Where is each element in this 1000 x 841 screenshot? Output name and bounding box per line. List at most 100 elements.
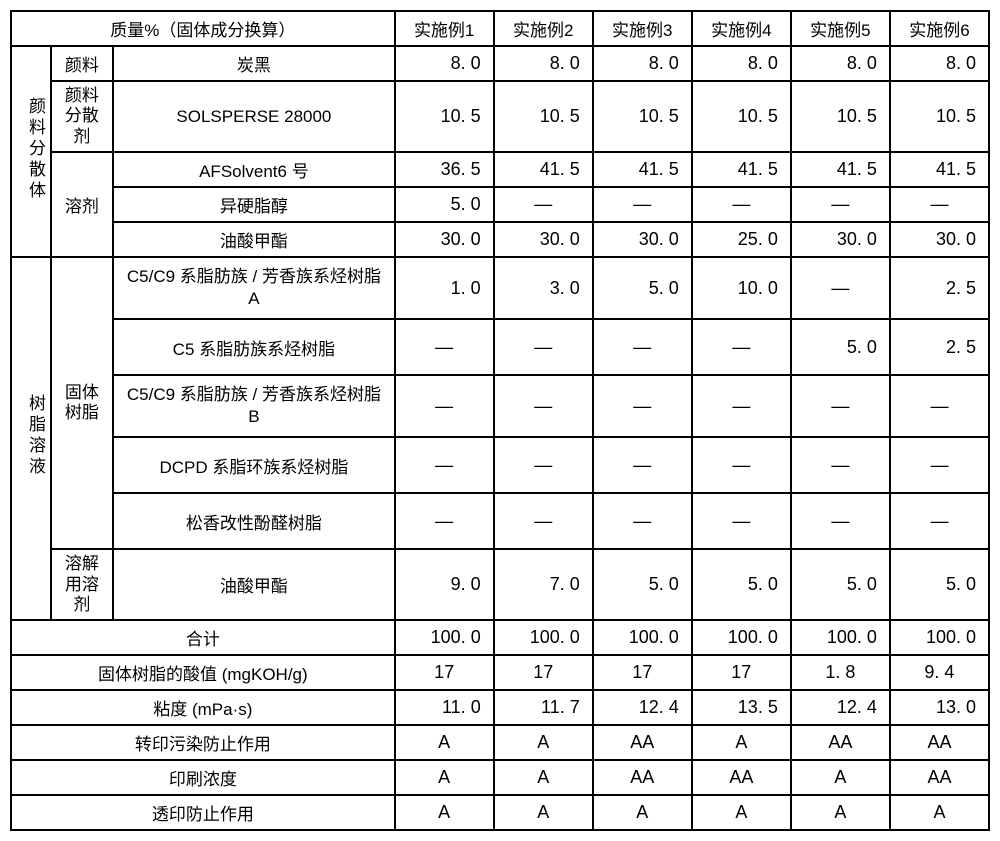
cell: 17 <box>494 655 593 690</box>
cell: 2. 5 <box>890 319 989 375</box>
cell: 8. 0 <box>692 46 791 81</box>
footer-row-density: 印刷浓度 A A AA AA A AA <box>11 760 989 795</box>
cell: 10. 5 <box>791 81 890 152</box>
subgroup-dispersant: 颜料分散剂 <box>51 81 114 152</box>
col-header: 实施例1 <box>395 11 494 46</box>
subgroup-solid-resin: 固体树脂 <box>51 257 114 549</box>
cell: 5. 0 <box>593 257 692 319</box>
cell: — <box>494 319 593 375</box>
footer-label: 透印防止作用 <box>11 795 395 830</box>
row-label: C5/C9 系脂肪族 / 芳香族系烃树脂 B <box>113 375 395 437</box>
footer-row-strike: 透印防止作用 A A A A A A <box>11 795 989 830</box>
cell: 100. 0 <box>593 620 692 655</box>
row-label: AFSolvent6 号 <box>113 152 395 187</box>
cell: 100. 0 <box>395 620 494 655</box>
cell: 12. 4 <box>791 690 890 725</box>
cell: 41. 5 <box>890 152 989 187</box>
row-label: SOLSPERSE 28000 <box>113 81 395 152</box>
table-row: 异硬脂醇 5. 0 — — — — — <box>11 187 989 222</box>
cell: — <box>890 437 989 493</box>
cell: A <box>395 760 494 795</box>
cell: — <box>791 437 890 493</box>
cell: — <box>395 493 494 549</box>
cell: A <box>494 760 593 795</box>
cell: — <box>593 375 692 437</box>
cell: — <box>791 187 890 222</box>
table-row: 松香改性酚醛树脂 — — — — — — <box>11 493 989 549</box>
cell: 8. 0 <box>494 46 593 81</box>
cell: — <box>791 375 890 437</box>
cell: A <box>395 725 494 760</box>
cell: 8. 0 <box>791 46 890 81</box>
col-header: 实施例2 <box>494 11 593 46</box>
cell: A <box>890 795 989 830</box>
cell: 5. 0 <box>692 549 791 620</box>
cell: — <box>791 257 890 319</box>
composition-table: 质量%（固体成分换算） 实施例1 实施例2 实施例3 实施例4 实施例5 实施例… <box>10 10 990 831</box>
cell: — <box>791 493 890 549</box>
cell: 41. 5 <box>494 152 593 187</box>
cell: — <box>890 493 989 549</box>
cell: 30. 0 <box>791 222 890 257</box>
group-pigment-dispersion: 颜料分散体 <box>11 46 51 257</box>
cell: — <box>593 319 692 375</box>
cell: 30. 0 <box>494 222 593 257</box>
cell: 1. 0 <box>395 257 494 319</box>
cell: 5. 0 <box>593 549 692 620</box>
cell: 30. 0 <box>395 222 494 257</box>
cell: A <box>791 795 890 830</box>
cell: 5. 0 <box>791 549 890 620</box>
cell: — <box>890 375 989 437</box>
cell: — <box>395 437 494 493</box>
subgroup-dissolve-solvent: 溶解用溶剂 <box>51 549 114 620</box>
row-label: 油酸甲酯 <box>113 549 395 620</box>
cell: — <box>692 493 791 549</box>
cell: 41. 5 <box>791 152 890 187</box>
cell: 10. 5 <box>395 81 494 152</box>
cell: — <box>692 319 791 375</box>
footer-label: 合计 <box>11 620 395 655</box>
cell: A <box>494 795 593 830</box>
cell: — <box>692 437 791 493</box>
cell: — <box>494 187 593 222</box>
cell: — <box>395 319 494 375</box>
table-row: 溶解用溶剂 油酸甲酯 9. 0 7. 0 5. 0 5. 0 5. 0 5. 0 <box>11 549 989 620</box>
col-header: 实施例3 <box>593 11 692 46</box>
cell: 10. 5 <box>593 81 692 152</box>
table-row: C5/C9 系脂肪族 / 芳香族系烃树脂 B — — — — — — <box>11 375 989 437</box>
cell: 8. 0 <box>395 46 494 81</box>
cell: 13. 5 <box>692 690 791 725</box>
cell: 2. 5 <box>890 257 989 319</box>
cell: AA <box>791 725 890 760</box>
group-resin-solution: 树脂溶液 <box>11 257 51 620</box>
cell: — <box>692 187 791 222</box>
cell: A <box>692 795 791 830</box>
cell: AA <box>593 760 692 795</box>
table-row: C5 系脂肪族系烃树脂 — — — — 5. 0 2. 5 <box>11 319 989 375</box>
footer-row-viscosity: 粘度 (mPa·s) 11. 0 11. 7 12. 4 13. 5 12. 4… <box>11 690 989 725</box>
cell: A <box>494 725 593 760</box>
cell: 11. 7 <box>494 690 593 725</box>
footer-row-total: 合计 100. 0 100. 0 100. 0 100. 0 100. 0 10… <box>11 620 989 655</box>
cell: — <box>890 187 989 222</box>
cell: 17 <box>593 655 692 690</box>
cell: 10. 5 <box>890 81 989 152</box>
cell: — <box>395 375 494 437</box>
header-title: 质量%（固体成分换算） <box>11 11 395 46</box>
cell: 41. 5 <box>692 152 791 187</box>
cell: 12. 4 <box>593 690 692 725</box>
footer-label: 粘度 (mPa·s) <box>11 690 395 725</box>
cell: 100. 0 <box>791 620 890 655</box>
cell: — <box>593 493 692 549</box>
cell: 10. 0 <box>692 257 791 319</box>
row-label: 松香改性酚醛树脂 <box>113 493 395 549</box>
table-row: 溶剂 AFSolvent6 号 36. 5 41. 5 41. 5 41. 5 … <box>11 152 989 187</box>
col-header: 实施例4 <box>692 11 791 46</box>
footer-row-acid: 固体树脂的酸值 (mgKOH/g) 17 17 17 17 1. 8 9. 4 <box>11 655 989 690</box>
cell: 10. 5 <box>494 81 593 152</box>
cell: 9. 0 <box>395 549 494 620</box>
cell: A <box>692 725 791 760</box>
cell: 13. 0 <box>890 690 989 725</box>
cell: — <box>494 375 593 437</box>
cell: 10. 5 <box>692 81 791 152</box>
